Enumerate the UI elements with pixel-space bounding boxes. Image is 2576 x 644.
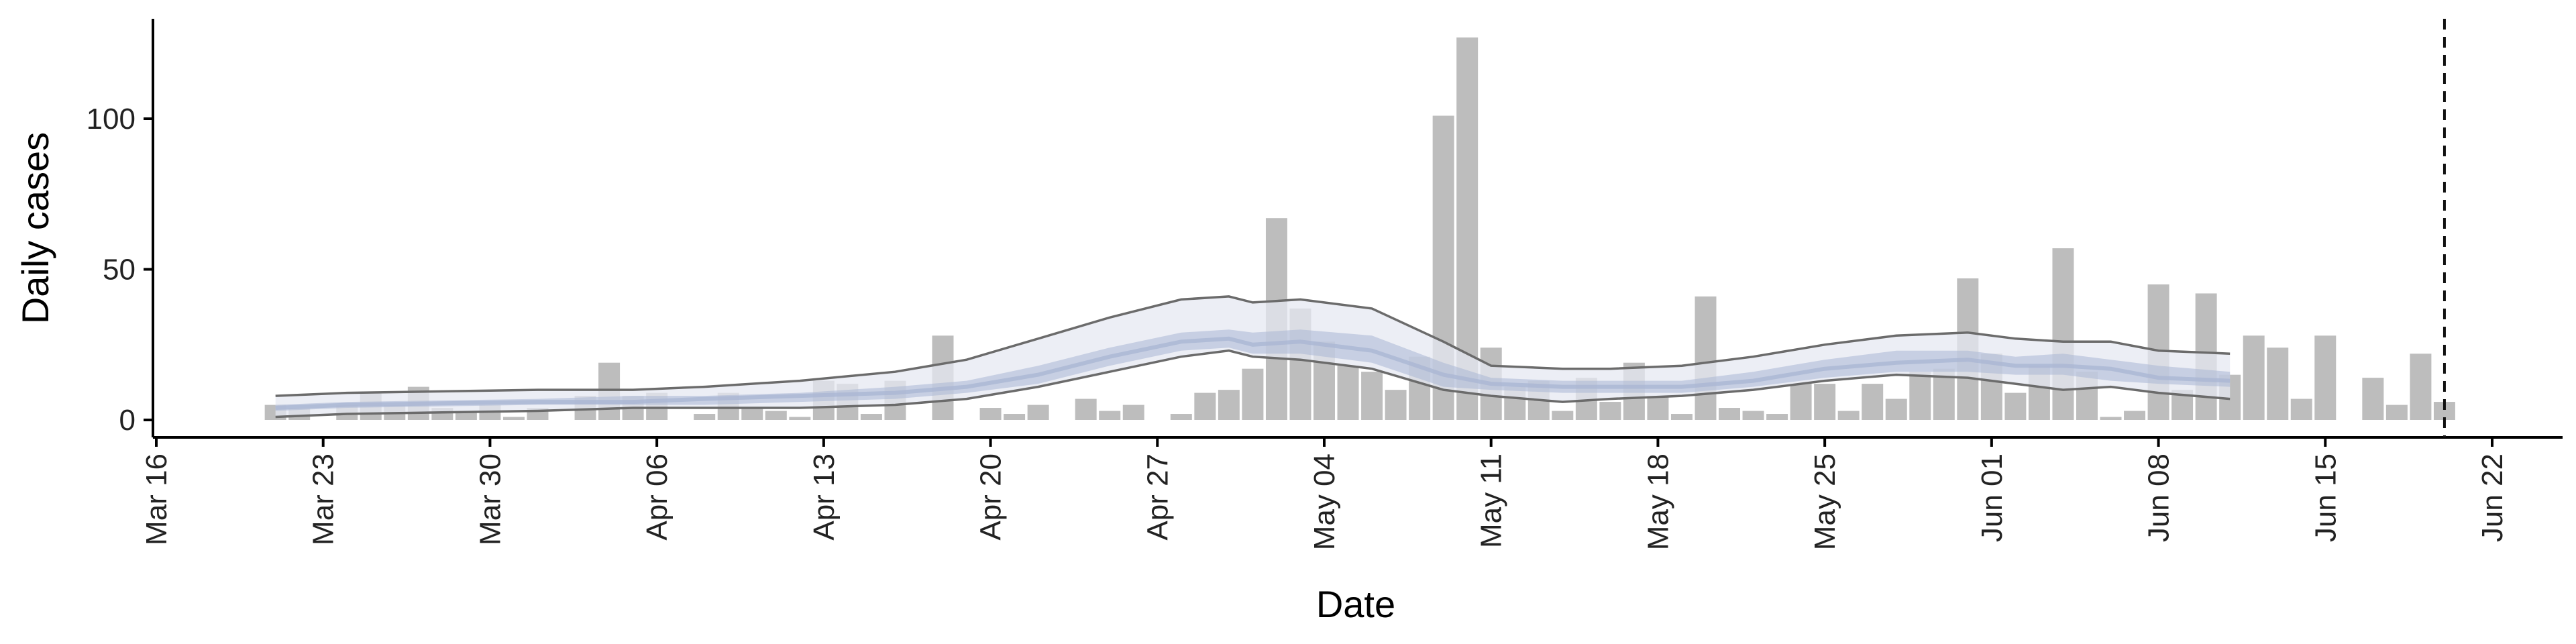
bar: [1027, 405, 1049, 420]
bar: [2362, 378, 2384, 420]
bar: [1385, 390, 1407, 420]
bar: [2124, 411, 2146, 420]
axes-layer: [152, 19, 2563, 439]
x-tick-label: May 18: [1642, 453, 1674, 550]
x-tick-label: Apr 27: [1141, 453, 1174, 541]
bar: [1075, 398, 1097, 420]
bar: [1361, 372, 1383, 420]
bar: [1599, 402, 1621, 420]
x-tick-label: Jun 15: [2309, 453, 2342, 542]
bar: [1647, 396, 1669, 420]
upper-interval-line: [275, 295, 2231, 397]
bar: [1909, 372, 1931, 420]
x-tick-label: Mar 30: [474, 453, 506, 545]
x-tick-label: Apr 06: [641, 453, 674, 541]
bar: [2267, 347, 2289, 420]
x-tick-label: Mar 16: [140, 453, 173, 545]
bar: [1814, 384, 1836, 420]
bar: [1122, 405, 1144, 420]
x-tick-label: Apr 20: [975, 453, 1008, 541]
x-tick-label: May 25: [1809, 453, 1841, 550]
x-tick-label: May 11: [1475, 453, 1508, 548]
x-tick-label: Jun 08: [2143, 453, 2176, 542]
bar: [1670, 414, 1693, 420]
x-tick-label: Apr 13: [808, 453, 841, 541]
y-tick-label: 0: [119, 404, 136, 437]
bar: [1742, 411, 1764, 420]
bar: [1862, 384, 1884, 420]
bar: [2004, 392, 2027, 420]
bar: [789, 417, 811, 420]
bar: [1242, 368, 1264, 420]
bar: [1719, 408, 1741, 420]
bar: [860, 414, 882, 420]
bar: [1218, 390, 1240, 420]
bar: [2052, 248, 2074, 420]
bar: [1170, 414, 1192, 420]
bar: [1695, 296, 1717, 420]
y-tick-label: 100: [87, 103, 136, 136]
lower-interval-line: [275, 349, 2231, 419]
bar: [2243, 335, 2265, 420]
interval-band-layer: [275, 295, 2231, 419]
bar: [1194, 392, 1216, 420]
bar: [1337, 366, 1359, 420]
bar: [2385, 405, 2408, 420]
x-axis-title: Date: [1316, 583, 1395, 625]
x-tick-label: Jun 22: [2476, 453, 2509, 542]
y-tick-label: 50: [103, 254, 136, 286]
bar: [765, 411, 787, 420]
y-axis-title: Daily cases: [14, 132, 56, 324]
bar: [741, 408, 763, 420]
bar: [1885, 398, 1907, 420]
x-tick-label: May 04: [1308, 453, 1341, 550]
bar: [2100, 417, 2122, 420]
bar: [2410, 354, 2432, 420]
x-tick-label: Mar 23: [307, 453, 340, 545]
x-tick-label: Jun 01: [1976, 453, 2008, 542]
bar: [979, 408, 1002, 420]
bar: [694, 414, 716, 420]
bar: [2290, 398, 2312, 420]
bar: [2314, 335, 2337, 420]
ticks-layer: 0 50 100 Mar 16 Mar 23 Mar 30 Apr 06 Apr 13 Apr …: [87, 103, 2509, 550]
bar: [1766, 414, 1788, 420]
bar: [1004, 414, 1026, 420]
bar: [502, 417, 525, 420]
median-line: [275, 336, 2231, 410]
bar: [1552, 411, 1574, 420]
bar: [1837, 411, 1860, 420]
bar: [1790, 384, 1812, 420]
bar: [1099, 411, 1121, 420]
